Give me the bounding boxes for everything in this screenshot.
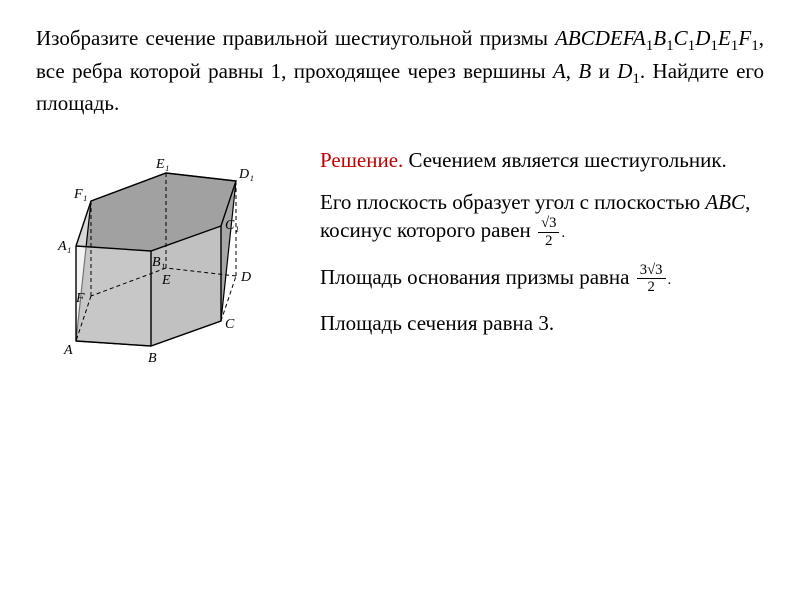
solution-label: Решение.: [320, 148, 403, 172]
sub: 1: [666, 38, 674, 54]
prism-svg: E₁ D₁ F₁ C₁ A₁ B₁ E D F C A B: [36, 146, 296, 371]
fraction-2: 3√3 2: [637, 263, 666, 295]
solution-text: Сечением является шестиугольник.: [403, 148, 727, 172]
v: E: [718, 26, 731, 50]
solution-block: Решение. Сечением является шестиугольник…: [320, 146, 764, 352]
problem-statement: Изобразите сечение правильной шестиуголь…: [36, 24, 764, 118]
prism-name: ABCDEFA: [555, 26, 646, 50]
solution-text: Его плоскость образует угол с плоскостью: [320, 190, 705, 214]
solution-line-1: Решение. Сечением является шестиугольник…: [320, 146, 764, 174]
vertex-a: A: [553, 59, 566, 83]
label-c1: C₁: [225, 218, 239, 233]
plane-abc: ABC: [705, 190, 745, 214]
solution-line-3: Площадь основания призмы равна 3√3 2 .: [320, 263, 764, 295]
solution-line-4: Площадь сечения равна 3.: [320, 309, 764, 337]
v: B: [653, 26, 666, 50]
frac-den: 2: [637, 279, 666, 295]
label-e: E: [161, 273, 171, 288]
fraction-1: √3 2: [538, 216, 559, 248]
label-d1: D₁: [238, 167, 254, 182]
label-b: B: [148, 351, 157, 366]
label-a1: A₁: [57, 239, 71, 254]
content-row: E₁ D₁ F₁ C₁ A₁ B₁ E D F C A B Решение. С…: [36, 146, 764, 378]
label-d: D: [240, 270, 251, 285]
label-e1: E₁: [155, 157, 169, 172]
label-c: C: [225, 317, 235, 332]
solution-line-2: Его плоскость образует угол с плоскостью…: [320, 188, 764, 249]
label-f: F: [75, 291, 85, 306]
period: .: [561, 225, 565, 241]
label-b1: B₁: [152, 255, 165, 270]
v: C: [674, 26, 688, 50]
label-a: A: [63, 343, 73, 358]
solution-text: Площадь основания призмы равна: [320, 265, 635, 289]
frac-num: 3√3: [637, 263, 666, 280]
front-face-ab: [76, 246, 151, 346]
frac-den: 2: [538, 233, 559, 249]
prism-figure: E₁ D₁ F₁ C₁ A₁ B₁ E D F C A B: [36, 146, 296, 378]
label-f1: F₁: [73, 187, 87, 202]
frac-num: √3: [538, 216, 559, 233]
sub: 1: [751, 38, 759, 54]
vertex-b: B: [578, 59, 591, 83]
sub: 1: [632, 71, 640, 87]
vertex-d1: D: [617, 59, 632, 83]
v: D: [695, 26, 710, 50]
period: .: [668, 272, 672, 288]
v: F: [738, 26, 751, 50]
problem-text: Изобразите сечение правильной шестиуголь…: [36, 26, 555, 50]
sub: 1: [710, 38, 718, 54]
